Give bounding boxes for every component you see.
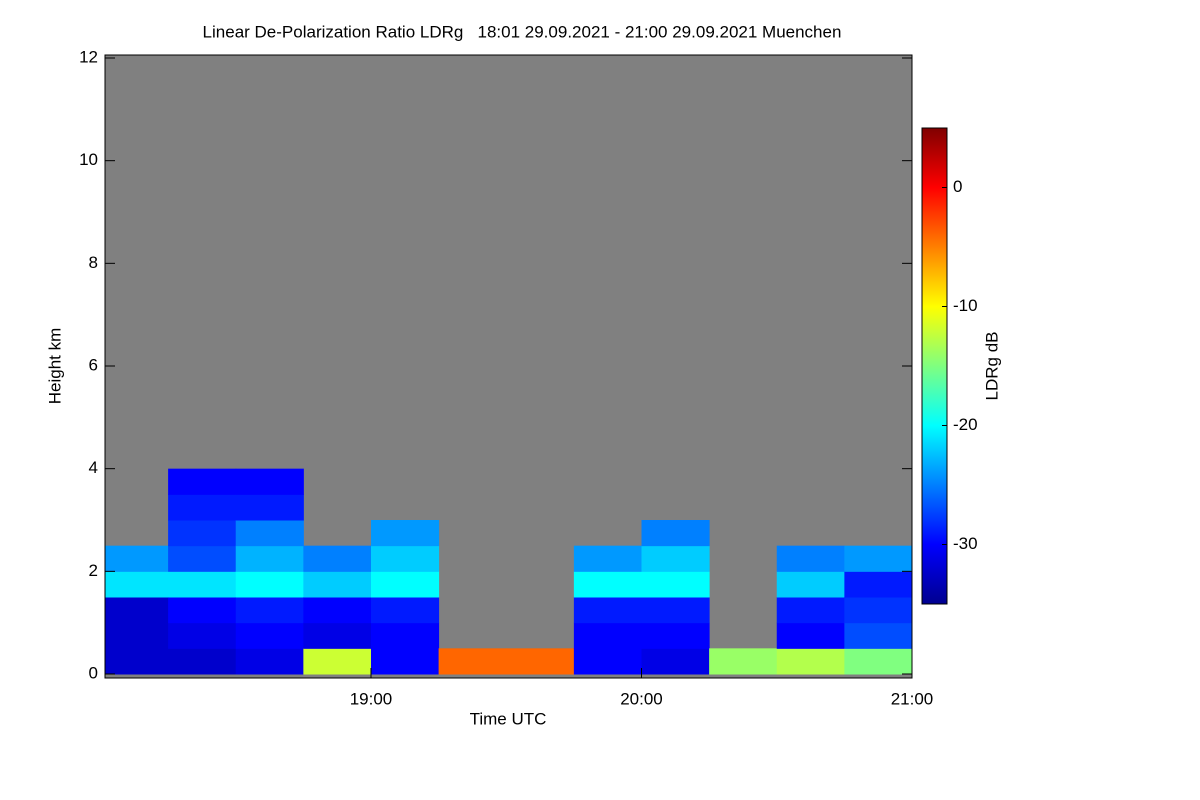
- y-tick-label: 8: [89, 253, 98, 272]
- heat-cell: [641, 648, 710, 675]
- colorbar-tick-label: -30: [953, 534, 978, 553]
- heat-cell: [370, 622, 440, 649]
- heat-cell: [105, 622, 169, 649]
- y-tick-label: 4: [89, 458, 98, 477]
- heat-cell: [168, 545, 237, 572]
- heat-cell: [168, 597, 237, 624]
- y-tick-label: 12: [79, 47, 98, 66]
- y-tick-label: 10: [79, 150, 98, 169]
- y-tick-label: 6: [89, 355, 98, 374]
- heat-cell: [235, 494, 304, 521]
- heat-cell: [641, 545, 710, 572]
- x-tick-label: 21:00: [891, 689, 934, 708]
- heat-cell: [844, 545, 912, 572]
- heat-cell: [776, 571, 845, 598]
- heat-cell: [844, 597, 912, 624]
- heat-cell: [303, 622, 372, 649]
- heat-cell: [235, 571, 304, 598]
- y-tick-label: 0: [89, 663, 98, 682]
- colorbar: [921, 127, 948, 605]
- heat-cell: [370, 648, 440, 675]
- x-tick-label: 19:00: [350, 689, 393, 708]
- heat-cell: [776, 648, 845, 675]
- heat-cell: [105, 545, 169, 572]
- heat-cell: [235, 545, 304, 572]
- colorbar-tick-label: -20: [953, 415, 978, 434]
- heat-cell: [573, 597, 642, 624]
- heat-cell: [235, 520, 304, 547]
- heat-cell: [370, 520, 440, 547]
- heat-cell: [303, 571, 372, 598]
- heat-cell: [168, 468, 237, 495]
- chart-title: Linear De-Polarization Ratio LDRg 18:01 …: [203, 22, 842, 41]
- heat-cell: [573, 622, 642, 649]
- heat-cell: [641, 520, 710, 547]
- heat-cell: [105, 597, 169, 624]
- heat-cell: [776, 597, 845, 624]
- y-axis-label: Height km: [45, 328, 64, 405]
- heat-cell: [370, 571, 440, 598]
- heat-cell: [303, 648, 372, 675]
- heatmap: [105, 468, 912, 675]
- heat-cell: [303, 545, 372, 572]
- heat-cell: [573, 545, 642, 572]
- heat-cell: [235, 597, 304, 624]
- heat-cell: [438, 648, 507, 675]
- heat-cell: [370, 545, 440, 572]
- heat-cell: [776, 545, 845, 572]
- heat-cell: [370, 597, 440, 624]
- x-tick-label: 20:00: [620, 689, 663, 708]
- heat-cell: [506, 648, 575, 675]
- colorbar-tick-label: -10: [953, 296, 978, 315]
- heat-cell: [235, 648, 304, 675]
- heat-cell: [105, 648, 169, 675]
- heat-cell: [641, 597, 710, 624]
- colorbar-tick-label: 0: [953, 177, 962, 196]
- heat-cell: [844, 571, 912, 598]
- y-tick-label: 2: [89, 561, 98, 580]
- heat-cell: [168, 494, 237, 521]
- heat-cell: [641, 622, 710, 649]
- heat-cell: [573, 571, 642, 598]
- heat-cell: [573, 648, 642, 675]
- colorbar-label: LDRg dB: [982, 332, 1001, 401]
- heat-cell: [105, 571, 169, 598]
- heat-cell: [168, 622, 237, 649]
- heat-cell: [235, 622, 304, 649]
- heat-cell: [709, 648, 778, 675]
- heat-cell: [235, 468, 304, 495]
- heat-cell: [844, 648, 912, 675]
- heat-cell: [168, 520, 237, 547]
- heat-cell: [168, 648, 237, 675]
- heat-cell: [641, 571, 710, 598]
- heat-cell: [168, 571, 237, 598]
- x-axis-label: Time UTC: [470, 709, 547, 728]
- heat-cell: [776, 622, 845, 649]
- heat-cell: [303, 597, 372, 624]
- heat-cell: [844, 622, 912, 649]
